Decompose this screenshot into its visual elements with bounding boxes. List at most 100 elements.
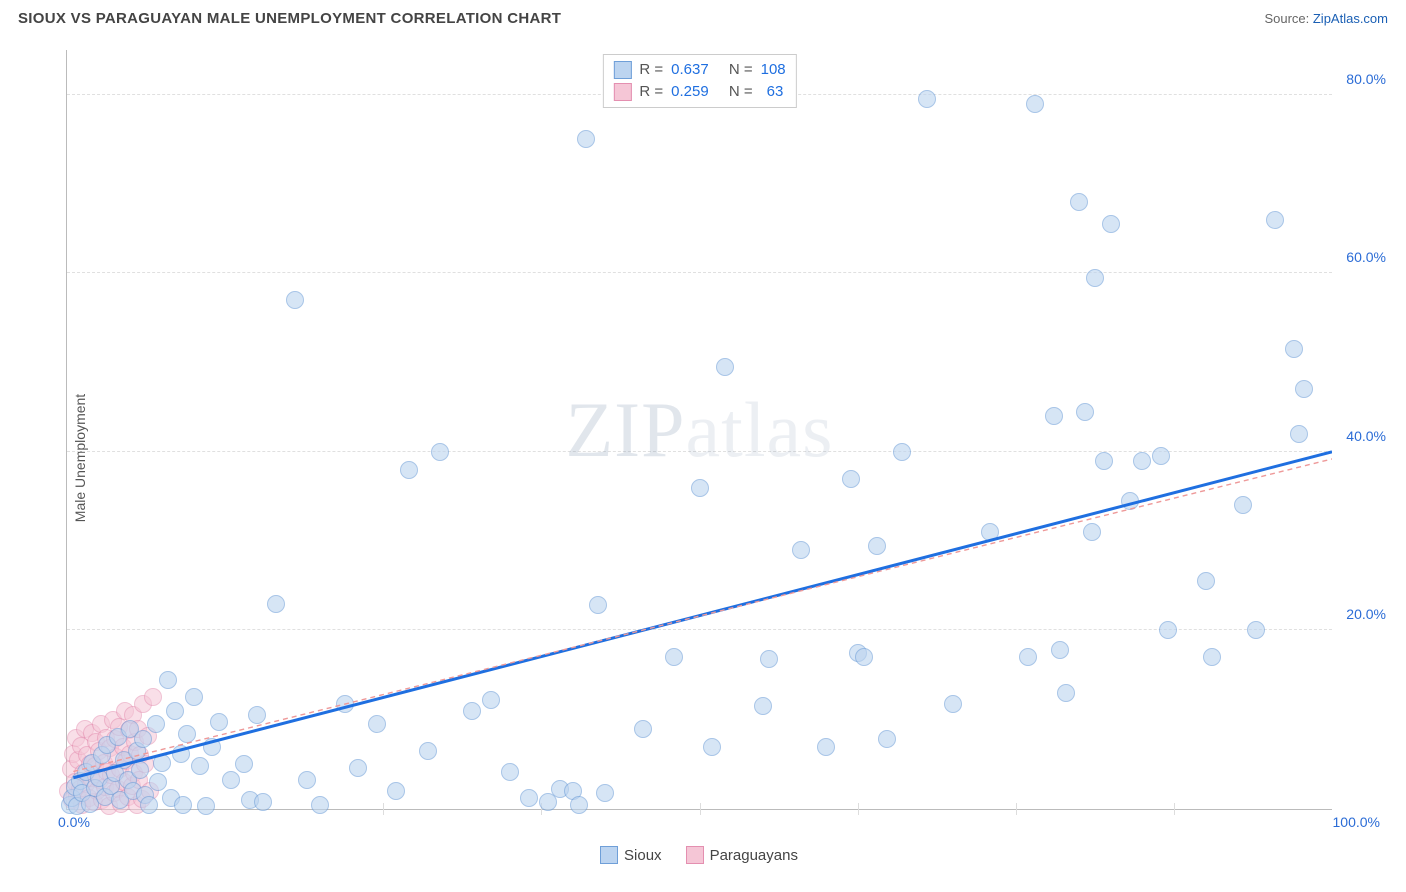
- data-point: [191, 757, 209, 775]
- data-point: [419, 742, 437, 760]
- data-point: [589, 596, 607, 614]
- legend-bottom: Sioux Paraguayans: [66, 846, 1332, 864]
- data-point: [1203, 648, 1221, 666]
- data-point: [172, 745, 190, 763]
- data-point: [1197, 572, 1215, 590]
- legend-item-paraguayans: Paraguayans: [686, 846, 798, 864]
- swatch-paraguayans-bottom: [686, 846, 704, 864]
- data-point: [159, 671, 177, 689]
- data-point: [134, 730, 152, 748]
- data-point: [254, 793, 272, 811]
- data-point: [431, 443, 449, 461]
- data-point: [596, 784, 614, 802]
- data-point: [893, 443, 911, 461]
- data-point: [400, 461, 418, 479]
- data-point: [634, 720, 652, 738]
- data-point: [760, 650, 778, 668]
- data-point: [140, 796, 158, 814]
- data-point: [842, 470, 860, 488]
- data-point: [1083, 523, 1101, 541]
- y-tick-label: 40.0%: [1336, 428, 1386, 444]
- data-point: [754, 697, 772, 715]
- y-tick-label: 20.0%: [1336, 606, 1386, 622]
- data-point: [463, 702, 481, 720]
- swatch-sioux: [613, 61, 631, 79]
- chart-container: Male Unemployment ZIPatlas R = 0.637 N =…: [18, 42, 1388, 874]
- data-point: [178, 725, 196, 743]
- data-point: [387, 782, 405, 800]
- data-point: [1247, 621, 1265, 639]
- data-point: [1102, 215, 1120, 233]
- data-point: [144, 688, 162, 706]
- data-point: [1234, 496, 1252, 514]
- data-point: [1051, 641, 1069, 659]
- legend-row-paraguayans: R = 0.259 N = 63: [613, 81, 785, 103]
- data-point: [691, 479, 709, 497]
- legend-correlation: R = 0.637 N = 108 R = 0.259 N = 63: [602, 54, 796, 108]
- data-point: [1266, 211, 1284, 229]
- data-point: [248, 706, 266, 724]
- data-point: [716, 358, 734, 376]
- data-point: [577, 130, 595, 148]
- data-point: [368, 715, 386, 733]
- data-point: [311, 796, 329, 814]
- source-link[interactable]: ZipAtlas.com: [1313, 11, 1388, 26]
- y-tick-label: 80.0%: [1336, 71, 1386, 87]
- data-point: [1019, 648, 1037, 666]
- data-point: [792, 541, 810, 559]
- data-point: [570, 796, 588, 814]
- data-point: [203, 738, 221, 756]
- data-point: [1095, 452, 1113, 470]
- x-min-label: 0.0%: [58, 814, 90, 830]
- data-point: [222, 771, 240, 789]
- data-point: [1045, 407, 1063, 425]
- data-point: [336, 695, 354, 713]
- data-point: [153, 754, 171, 772]
- data-point: [817, 738, 835, 756]
- trend-lines: [67, 50, 1332, 809]
- data-point: [298, 771, 316, 789]
- data-point: [981, 523, 999, 541]
- data-point: [210, 713, 228, 731]
- data-point: [868, 537, 886, 555]
- data-point: [855, 648, 873, 666]
- data-point: [482, 691, 500, 709]
- data-point: [1133, 452, 1151, 470]
- swatch-paraguayans: [613, 83, 631, 101]
- chart-header: SIOUX VS PARAGUAYAN MALE UNEMPLOYMENT CO…: [0, 0, 1406, 35]
- data-point: [1070, 193, 1088, 211]
- data-point: [149, 773, 167, 791]
- data-point: [520, 789, 538, 807]
- plot-area: ZIPatlas R = 0.637 N = 108 R = 0.259 N =…: [66, 50, 1332, 810]
- x-max-label: 100.0%: [1333, 814, 1380, 830]
- swatch-sioux-bottom: [600, 846, 618, 864]
- data-point: [1285, 340, 1303, 358]
- data-point: [1076, 403, 1094, 421]
- data-point: [349, 759, 367, 777]
- data-point: [174, 796, 192, 814]
- data-point: [1152, 447, 1170, 465]
- data-point: [267, 595, 285, 613]
- data-point: [286, 291, 304, 309]
- data-point: [1057, 684, 1075, 702]
- legend-item-sioux: Sioux: [600, 846, 662, 864]
- data-point: [665, 648, 683, 666]
- data-point: [918, 90, 936, 108]
- data-point: [166, 702, 184, 720]
- data-point: [1026, 95, 1044, 113]
- data-point: [235, 755, 253, 773]
- source-credit: Source: ZipAtlas.com: [1264, 11, 1388, 26]
- data-point: [197, 797, 215, 815]
- data-point: [131, 761, 149, 779]
- data-point: [878, 730, 896, 748]
- data-point: [703, 738, 721, 756]
- data-point: [1121, 492, 1139, 510]
- data-point: [1086, 269, 1104, 287]
- data-point: [944, 695, 962, 713]
- data-point: [185, 688, 203, 706]
- watermark: ZIPatlas: [566, 385, 834, 475]
- legend-row-sioux: R = 0.637 N = 108: [613, 59, 785, 81]
- data-point: [1290, 425, 1308, 443]
- data-point: [501, 763, 519, 781]
- y-tick-label: 60.0%: [1336, 249, 1386, 265]
